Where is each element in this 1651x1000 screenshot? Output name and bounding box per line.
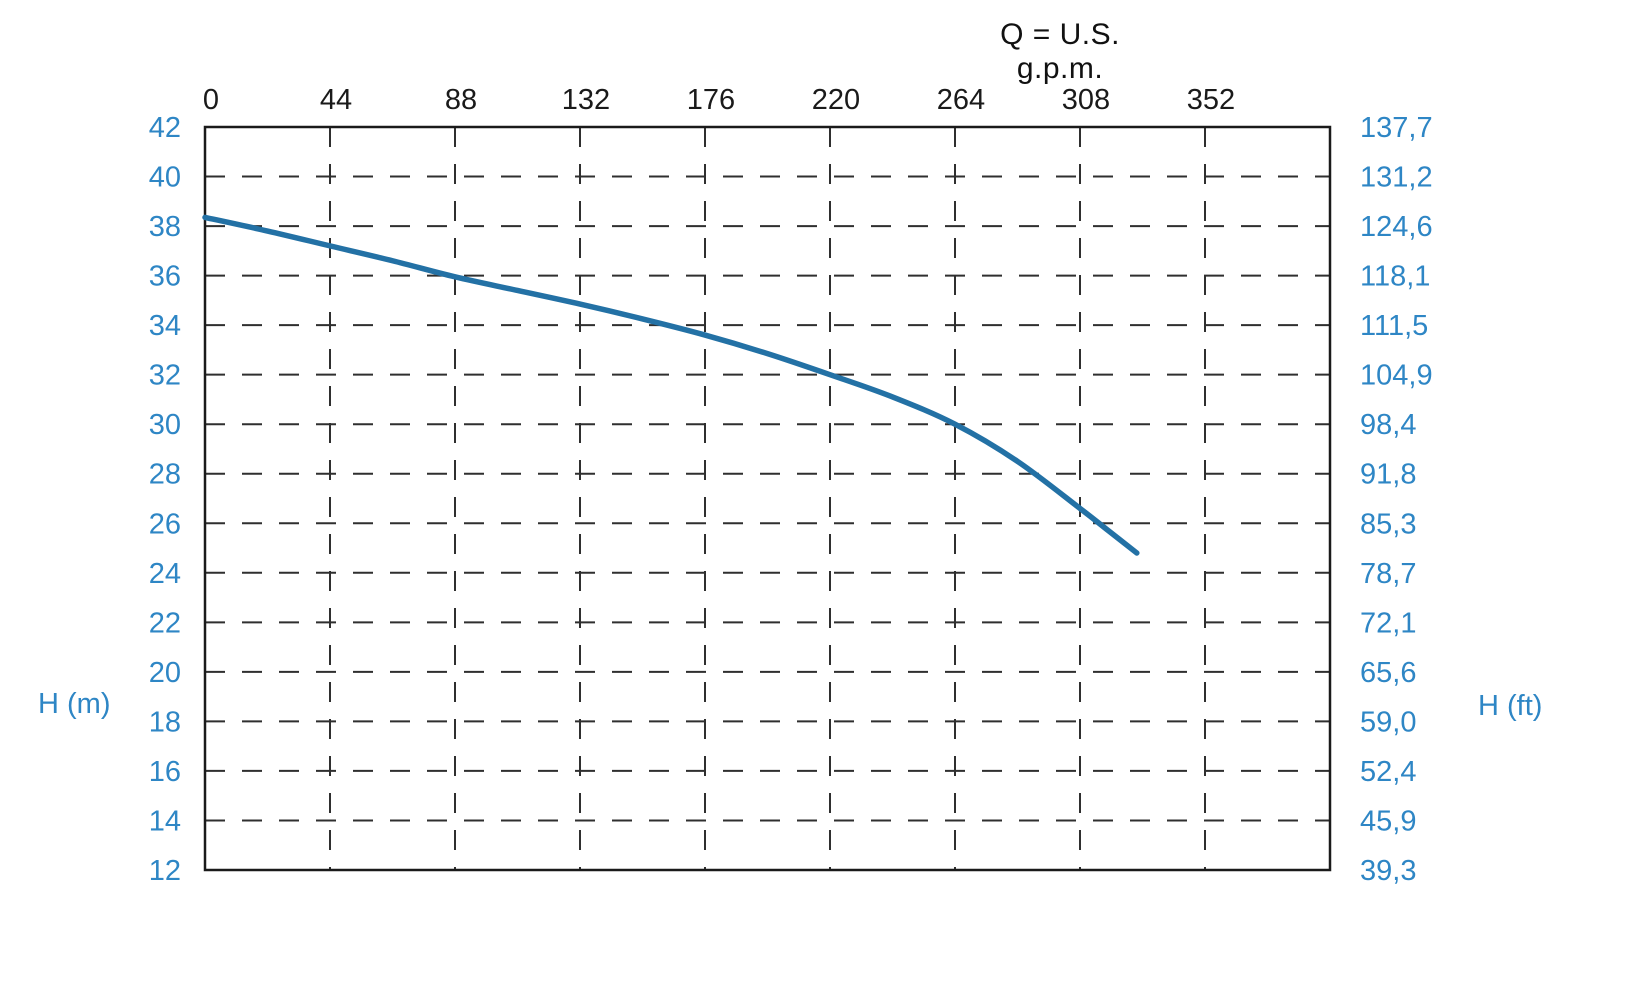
y-tick-label-m: 38 <box>149 211 181 243</box>
y-tick-label-m: 22 <box>149 607 181 639</box>
y-tick-label-m: 20 <box>149 657 181 689</box>
x-tick-label: 132 <box>562 84 610 116</box>
y-tick-label-m: 26 <box>149 508 181 540</box>
y-tick-label-ft: 137,7 <box>1360 112 1433 144</box>
y-tick-label-m: 14 <box>149 805 181 837</box>
x-tick-label: 88 <box>445 84 477 116</box>
plot-border <box>203 125 1332 872</box>
y-tick-label-ft: 98,4 <box>1360 409 1416 441</box>
pump-head-curve <box>202 214 1140 556</box>
y-tick-label-m: 34 <box>149 310 181 342</box>
x-tick-label: 308 <box>1062 84 1110 116</box>
y-tick-label-ft: 59,0 <box>1360 706 1416 738</box>
y-tick-label-m: 36 <box>149 261 181 293</box>
y-tick-label-ft: 65,6 <box>1360 657 1416 689</box>
x-tick-label: 264 <box>937 84 985 116</box>
chart-title: Q = U.S. g.p.m. <box>1000 18 1120 85</box>
y-tick-label-m: 32 <box>149 360 181 392</box>
y-tick-label-m: 24 <box>149 558 181 590</box>
y-tick-label-ft: 131,2 <box>1360 162 1433 194</box>
y-tick-label-ft: 78,7 <box>1360 558 1416 590</box>
x-tick-label: 176 <box>687 84 735 116</box>
y-tick-label-m: 16 <box>149 756 181 788</box>
y-tick-label-ft: 91,8 <box>1360 459 1416 491</box>
y-tick-label-m: 18 <box>149 706 181 738</box>
y-tick-label-ft: 85,3 <box>1360 508 1416 540</box>
y-tick-label-m: 42 <box>149 112 181 144</box>
y-tick-label-ft: 39,3 <box>1360 855 1416 887</box>
x-tick-label: 220 <box>812 84 860 116</box>
y-tick-label-ft: 111,5 <box>1360 310 1428 342</box>
y-tick-label-m: 12 <box>149 855 181 887</box>
y-tick-label-ft: 45,9 <box>1360 805 1416 837</box>
y-tick-label-m: 28 <box>149 459 181 491</box>
y-tick-label-ft: 72,1 <box>1360 607 1416 639</box>
y-tick-label-ft: 52,4 <box>1360 756 1416 788</box>
y-tick-label-m: 30 <box>149 409 181 441</box>
y-tick-label-m: 40 <box>149 162 181 194</box>
y-tick-label-ft: 124,6 <box>1360 211 1433 243</box>
y-tick-label-ft: 104,9 <box>1360 360 1433 392</box>
left-axis-label: H (m) <box>38 688 111 720</box>
right-axis-label: H (ft) <box>1478 690 1543 722</box>
x-tick-label: 0 <box>203 84 219 116</box>
x-tick-label: 44 <box>320 84 352 116</box>
x-tick-label: 352 <box>1187 84 1235 116</box>
y-tick-label-ft: 118,1 <box>1360 261 1430 293</box>
